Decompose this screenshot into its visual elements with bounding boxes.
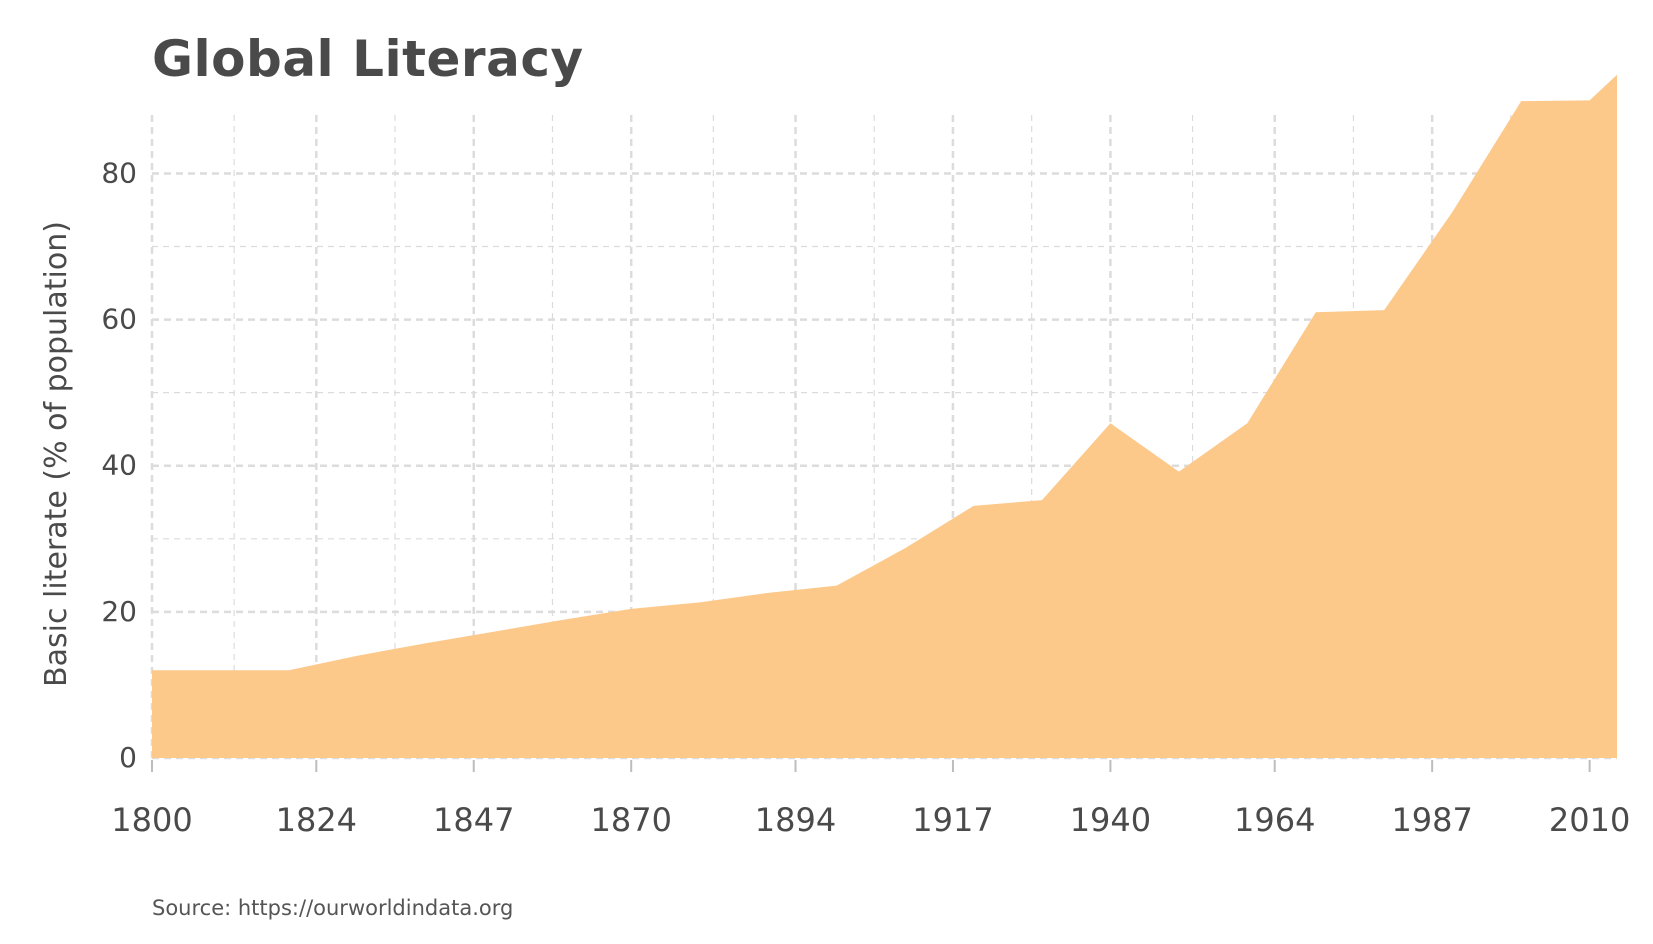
x-tick-label: 1800	[111, 801, 192, 839]
y-axis-ticks: 0 20 40 60 80	[101, 156, 137, 774]
chart-title: Global Literacy	[152, 30, 584, 88]
x-tick-label: 2010	[1549, 801, 1630, 839]
y-axis-label: Basic literate (% of population)	[39, 221, 74, 687]
source-note: Source: https://ourworldindata.org	[152, 896, 514, 920]
x-tick-label: 1894	[755, 801, 836, 839]
y-tick-label: 20	[101, 595, 137, 628]
literacy-area	[152, 74, 1617, 759]
y-tick-label: 60	[101, 303, 137, 336]
y-tick-label: 0	[119, 741, 137, 774]
x-tick-label: 1847	[433, 801, 514, 839]
x-tick-label: 1870	[590, 801, 671, 839]
y-tick-label: 40	[101, 449, 137, 482]
x-tick-label: 1964	[1234, 801, 1315, 839]
x-axis-ticks: 1800 1824 1847 1870 1894 1917 1940 1964 1987 2010	[111, 760, 1630, 839]
x-tick-label: 1987	[1391, 801, 1472, 839]
x-tick-label: 1917	[912, 801, 993, 839]
x-tick-label: 1824	[276, 801, 357, 839]
x-tick-label: 1940	[1070, 801, 1151, 839]
area-series	[152, 74, 1617, 759]
y-tick-label: 80	[101, 156, 137, 189]
